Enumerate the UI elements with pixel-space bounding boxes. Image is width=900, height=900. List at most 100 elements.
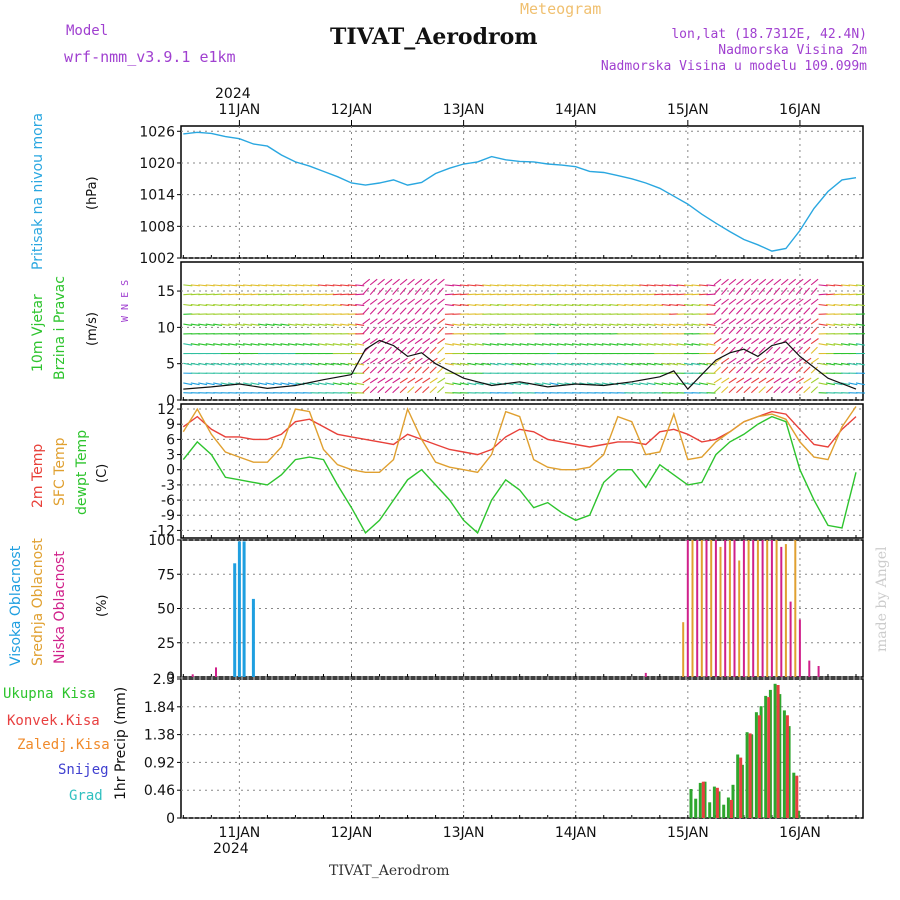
wind-barb	[272, 382, 282, 386]
wind-barb	[833, 323, 843, 326]
wind-barb	[788, 307, 796, 315]
wind-barb	[205, 323, 215, 326]
wind-barb	[534, 382, 544, 386]
wind-barb	[519, 382, 529, 386]
wind-barb	[639, 362, 649, 366]
day-label-bottom: 15JAN	[667, 825, 709, 841]
wind-barb	[810, 377, 819, 384]
wind-barb	[325, 323, 335, 326]
y-tick-label: 1014	[139, 188, 175, 204]
wind-barb	[519, 303, 529, 307]
wind-barb	[377, 307, 385, 315]
y-tick-label: 25	[157, 636, 175, 652]
wind-barb	[407, 346, 415, 354]
wind-barb	[669, 362, 679, 366]
wind-barb	[183, 284, 193, 287]
wind-barb	[444, 323, 454, 326]
wind-barb	[795, 298, 804, 305]
wind-barb	[818, 343, 828, 346]
wind-barb	[474, 323, 484, 326]
wind-barb	[414, 366, 422, 374]
mid-cloud-label: Srednja Oblacnost	[30, 538, 46, 666]
wind-barb	[765, 287, 773, 296]
low_cloud-bar	[761, 540, 764, 677]
day-label-bottom: 16JAN	[779, 825, 821, 841]
precip_total-bar	[796, 810, 800, 818]
precip_conv-bar	[739, 757, 743, 818]
wind-barb	[205, 362, 215, 366]
wind-barb	[512, 323, 522, 326]
wind-barb	[220, 382, 230, 386]
wind-barb	[676, 303, 686, 307]
wind-barb	[624, 303, 634, 307]
wind-barb	[609, 303, 619, 307]
wind-barb	[556, 284, 567, 287]
wind-barb	[243, 362, 253, 366]
wind-barb	[803, 307, 811, 315]
wind-barb	[780, 278, 789, 286]
wind-barb	[205, 284, 215, 287]
wind-barb	[780, 377, 790, 384]
wind-barb	[751, 318, 759, 325]
wind-barb	[205, 343, 215, 346]
wind-barb	[452, 382, 462, 386]
wind-barb	[452, 323, 462, 326]
wind-barb	[392, 307, 400, 315]
wind-barb	[713, 327, 721, 335]
wind-barb	[190, 382, 200, 386]
wind-barb	[751, 298, 759, 305]
wind-barb	[235, 362, 245, 366]
wind-barb	[706, 323, 716, 326]
wind-barb	[631, 303, 641, 307]
wind-barb	[669, 323, 679, 326]
wind-barb	[205, 382, 215, 386]
wind-barb	[399, 278, 408, 286]
wind-barb	[467, 382, 477, 386]
wind-barb	[422, 346, 430, 354]
day-label-top: 12JAN	[331, 102, 373, 118]
wind-barb	[362, 327, 370, 335]
wind-barb	[347, 323, 357, 326]
wind-barb	[399, 327, 407, 335]
y-tick-label: 0	[166, 393, 175, 409]
wind-barb	[362, 377, 371, 384]
wind-barb	[347, 362, 357, 366]
wind-barb	[340, 362, 350, 366]
wind-barb	[399, 307, 407, 315]
wind-barb	[295, 343, 305, 346]
wind-barb	[728, 307, 736, 315]
day-label-top: 15JAN	[667, 102, 709, 118]
wind-barb	[384, 346, 392, 354]
precip_total-bar	[689, 789, 693, 818]
day-label-bottom: 11JAN	[219, 825, 261, 841]
wind-barb	[437, 278, 445, 286]
wind-barb	[280, 284, 290, 287]
wind-barb	[743, 307, 751, 315]
wind-barb	[713, 287, 721, 296]
wind-barb	[556, 323, 566, 326]
wind-barb	[235, 323, 245, 326]
wind-barb	[728, 318, 737, 325]
elevation-label: Nadmorska Visina 2m	[718, 43, 867, 58]
wind-barb	[392, 377, 401, 384]
wind-barb	[213, 382, 223, 386]
wind-barb	[624, 362, 634, 366]
footer-station: TIVAT_Aerodrom	[329, 863, 450, 879]
wind-barb	[765, 338, 774, 345]
wind-barb	[646, 284, 656, 287]
wind-barb	[369, 298, 378, 305]
wind-barb	[384, 386, 393, 394]
wind-barb	[795, 366, 804, 374]
wind-barb	[198, 323, 208, 326]
wind-barb	[377, 346, 385, 354]
wind-barb	[355, 362, 365, 366]
wind-barb	[683, 382, 694, 386]
wind-barb	[758, 278, 767, 286]
wind-barb	[706, 382, 716, 386]
wind-barb	[369, 287, 377, 296]
mid_cloud-bar	[710, 540, 713, 677]
wind-barb	[459, 303, 469, 307]
precip_total-bar	[787, 726, 791, 818]
wind-barb	[721, 346, 729, 354]
wind-barb	[459, 323, 469, 326]
